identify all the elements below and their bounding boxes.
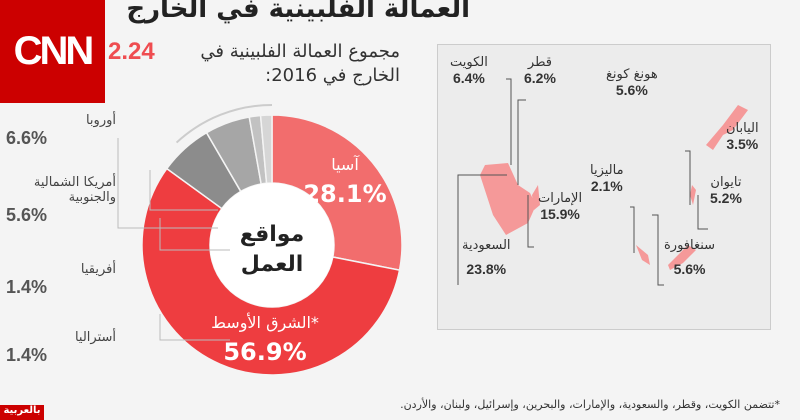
map-label-taiwan: تايوان 5.2% xyxy=(710,175,742,206)
country-name: الكويت xyxy=(450,55,488,70)
footnote: *تتضمن الكويت، وقطر، والسعودية، والإمارا… xyxy=(400,398,780,411)
legend-label: أوروبا xyxy=(85,113,116,128)
legend-value: 5.6% xyxy=(6,205,48,225)
page-title: العمالة الفلبينية في الخارج xyxy=(126,0,470,24)
country-name: ماليزيا xyxy=(590,163,624,178)
slice-value-label: 56.9% xyxy=(223,338,306,366)
map-label-uae: الإمارات 15.9% xyxy=(538,191,582,222)
country-value: 6.4% xyxy=(452,70,485,86)
legend-leader-line xyxy=(159,218,230,251)
legend-value: 1.4% xyxy=(6,345,48,365)
slice-0 xyxy=(271,114,403,272)
map-label-japan: اليابان 3.5% xyxy=(726,121,759,152)
slice-value-label: 28.1% xyxy=(303,180,386,208)
country-value: 5.2% xyxy=(710,190,742,206)
taiwan-region xyxy=(690,185,696,205)
country-name: تايوان xyxy=(710,175,742,190)
cnn-arabic-logo: بالعربية xyxy=(0,405,44,420)
outer-arc xyxy=(175,104,273,144)
page-indicator: 2.24 xyxy=(108,38,155,65)
legend-label: أمريكا الشمالية والجنوبية xyxy=(33,175,116,205)
legend-leader-line xyxy=(149,170,218,211)
country-value: 5.6% xyxy=(615,82,648,98)
map-label-malaysia: ماليزيا 2.1% xyxy=(590,163,624,194)
map-label-saudi: السعودية 23.8% xyxy=(462,231,511,277)
saudi-region xyxy=(480,163,536,235)
country-value: 23.8% xyxy=(466,261,507,277)
legend-label: أستراليا xyxy=(74,330,116,345)
legend-leader-line xyxy=(117,138,218,229)
map-shapes xyxy=(457,78,748,286)
legend-leader-line xyxy=(159,314,230,341)
chart-subtitle: مجموع العمالة الفلبينية في الخارج في 201… xyxy=(200,41,400,86)
malaysia-region xyxy=(636,245,696,270)
country-name: سنغافورة xyxy=(664,238,716,253)
country-name: الإمارات xyxy=(538,191,583,206)
slice-name-label: الشرق الأوسط* xyxy=(211,312,319,333)
asia-map: الكويت 6.4% قطر 6.2% هونغ كونغ 5.6% اليابان… xyxy=(437,44,771,330)
country-name: قطر xyxy=(527,55,552,70)
country-name: اليابان xyxy=(726,121,759,136)
cnn-logo: CNN xyxy=(0,0,105,103)
uae-region xyxy=(532,185,540,210)
japan-region xyxy=(706,105,748,150)
legend-label: أفريقيا xyxy=(80,262,116,277)
country-name: السعودية xyxy=(462,238,511,253)
map-label-hong-kong: هونغ كونغ 5.6% xyxy=(606,67,658,98)
map-label-kuwait: الكويت 6.4% xyxy=(450,55,488,86)
center-label: العمل xyxy=(241,252,304,277)
logo-text: CNN xyxy=(13,29,95,73)
center-label: مواقع xyxy=(240,222,304,247)
country-value: 2.1% xyxy=(590,178,623,194)
country-name: هونغ كونغ xyxy=(606,67,658,82)
country-value: 3.5% xyxy=(726,136,759,152)
map-label-singapore: سنغافورة 5.6% xyxy=(664,231,715,277)
legend-americas: أمريكا الشمالية والجنوبية 5.6% xyxy=(6,175,116,226)
slice-name-label: آسيا xyxy=(331,155,360,174)
donut-hole xyxy=(210,183,334,307)
legend-value: 1.4% xyxy=(6,277,48,297)
legend-australia: أستراليا 1.4% xyxy=(6,330,116,366)
legend-europe: أوروبا 6.6% xyxy=(6,113,116,149)
legend-africa: أفريقيا 1.4% xyxy=(6,262,116,298)
country-value: 6.2% xyxy=(524,70,556,86)
country-value: 5.6% xyxy=(673,261,706,277)
legend-value: 6.6% xyxy=(6,128,48,148)
map-label-qatar: قطر 6.2% xyxy=(524,55,556,86)
donut-chart: مواقع العمل آسيا 28.1% الشرق الأوسط* 56.9% xyxy=(117,104,403,376)
country-value: 15.9% xyxy=(540,206,580,222)
